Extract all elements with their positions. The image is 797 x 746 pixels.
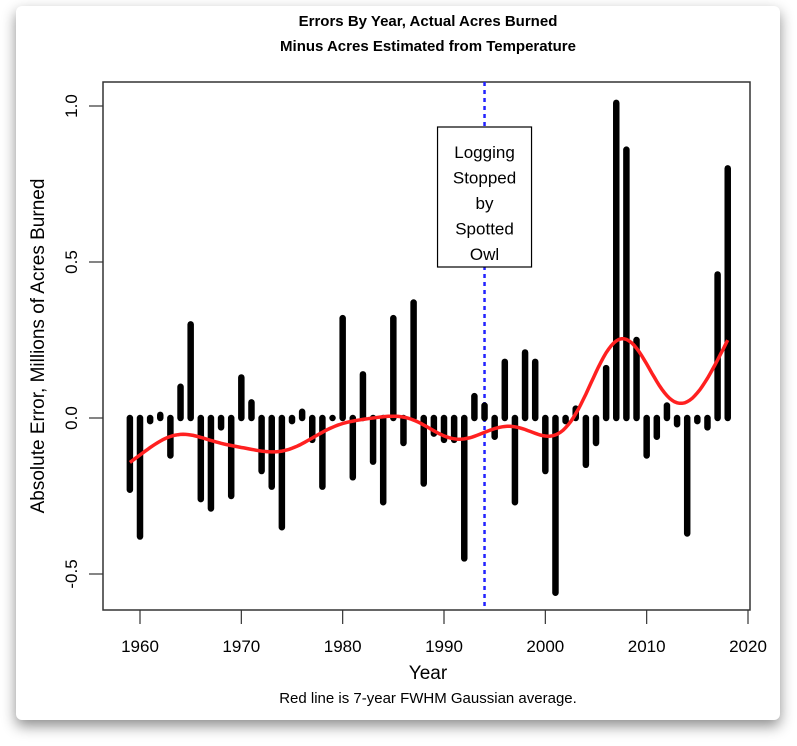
annotation-box (436, 126, 533, 268)
y-tick-label: 0.0 (62, 406, 81, 430)
caption: Red line is 7-year FWHM Gaussian average… (279, 690, 577, 707)
x-tick-label: 2010 (628, 637, 666, 656)
x-tick-label: 2020 (729, 637, 767, 656)
x-tick-label: 1970 (222, 637, 260, 656)
y-axis-label: Absolute Error, Millions of Acres Burned (28, 179, 49, 514)
annotation-line: by (476, 194, 494, 213)
plot-frame (102, 81, 751, 611)
annotation-line: Spotted (455, 220, 514, 239)
y-tick-label: 0.5 (62, 250, 81, 274)
x-axis-label: Year (409, 663, 448, 684)
annotation-line: Owl (470, 245, 499, 264)
chart-title-line-1: Errors By Year, Actual Acres Burned (299, 13, 558, 30)
x-tick-label: 1980 (324, 637, 362, 656)
x-tick-label: 1990 (425, 637, 463, 656)
annotation-line: Stopped (453, 169, 516, 188)
y-tick-label: 1.0 (62, 94, 81, 118)
chart-title-line-2: Minus Acres Estimated from Temperature (280, 38, 576, 55)
chart-window (16, 6, 780, 720)
x-tick-label: 2000 (526, 637, 564, 656)
x-tick-label: 1960 (121, 637, 159, 656)
annotation-line: Logging (454, 143, 515, 162)
gaussian-average-line (128, 337, 730, 464)
y-tick-label: -0.5 (62, 559, 81, 588)
